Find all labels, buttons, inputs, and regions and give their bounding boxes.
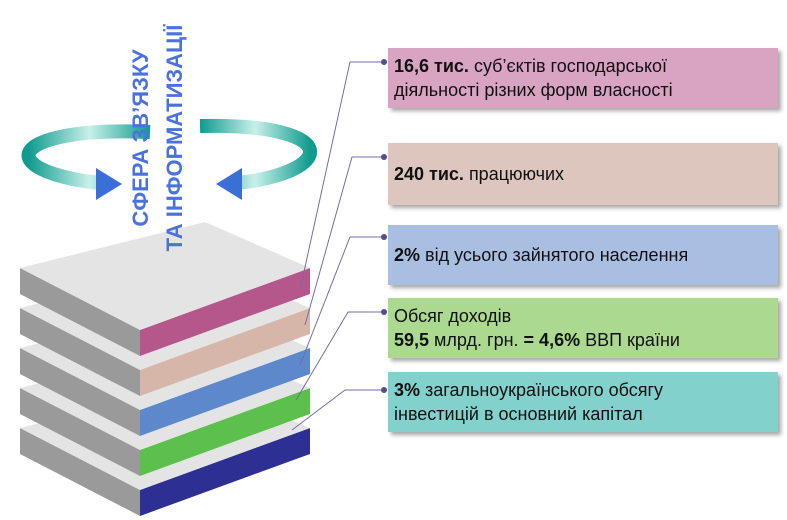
box-line: 3% загальноукраїнського обсягу [394,378,778,402]
layer-stack [20,222,310,516]
box-line: діяльності різних форм власності [394,78,778,102]
layer-face [20,348,140,436]
box-line: 16,6 тис. суб’єктів господарської [394,54,778,78]
title-line: ТА ІНФОРМАТИЗАЦІЇ [162,24,187,252]
text-segment: 16,6 тис. [394,56,469,76]
box-line: 240 тис. працюючих [394,162,778,186]
layer-face [140,348,310,436]
info-box: 3% загальноукраїнського обсягу інвестицій… [388,372,778,432]
text-segment: = 4,6% [523,330,581,350]
rotate-arrow [21,124,151,190]
text-segment: млрд. грн. [429,330,524,350]
text-segment: 2% [394,245,421,265]
box-line: інвестицій в основний капітал [394,402,778,426]
connector-dots [381,59,387,393]
text-segment: суб’єктів господарської [468,56,668,76]
title-line: СФЕРА ЗВ’ЯЗКУ [128,49,153,227]
layer-face [20,428,140,516]
text-segment: 240 тис. [394,164,464,184]
arrow-head [216,168,242,200]
arrow-head [96,168,122,200]
text-segment: працюючих [463,164,565,184]
text-segment: інвестицій в основний капітал [394,404,643,424]
text-segment: 59,5 [394,330,430,350]
layer-face [20,268,140,356]
layer-face [20,222,310,330]
layer-face [140,388,310,476]
box-line: 2% від усього зайнятого населення [394,243,778,267]
layer-face [20,308,140,396]
layer-face [140,268,310,356]
layer-face [140,308,310,396]
box-line: Обсяг доходів [394,304,778,328]
rotate-arrow [199,118,317,190]
info-box: 16,6 тис. суб’єктів господарської діяльно… [388,48,778,108]
box-line: 59,5 млрд. грн. = 4,6% ВВП країни [394,328,778,352]
text-segment: загальноукраїнського обсягу [420,380,664,400]
info-box: Обсяг доходів 59,5 млрд. грн. = 4,6% ВВП … [388,298,778,358]
text-segment: Обсяг доходів [394,306,512,326]
text-segment: ВВП країни [580,330,680,350]
layer-face [20,388,140,476]
layer-face [140,428,310,516]
connectors [291,61,383,431]
info-box: 240 тис. працюючих [388,143,778,205]
text-segment: 3% [394,380,421,400]
text-segment: від усього зайнятого населення [420,245,689,265]
info-box: 2% від усього зайнятого населення [388,225,778,285]
text-segment: діяльності різних форм власності [394,80,673,100]
